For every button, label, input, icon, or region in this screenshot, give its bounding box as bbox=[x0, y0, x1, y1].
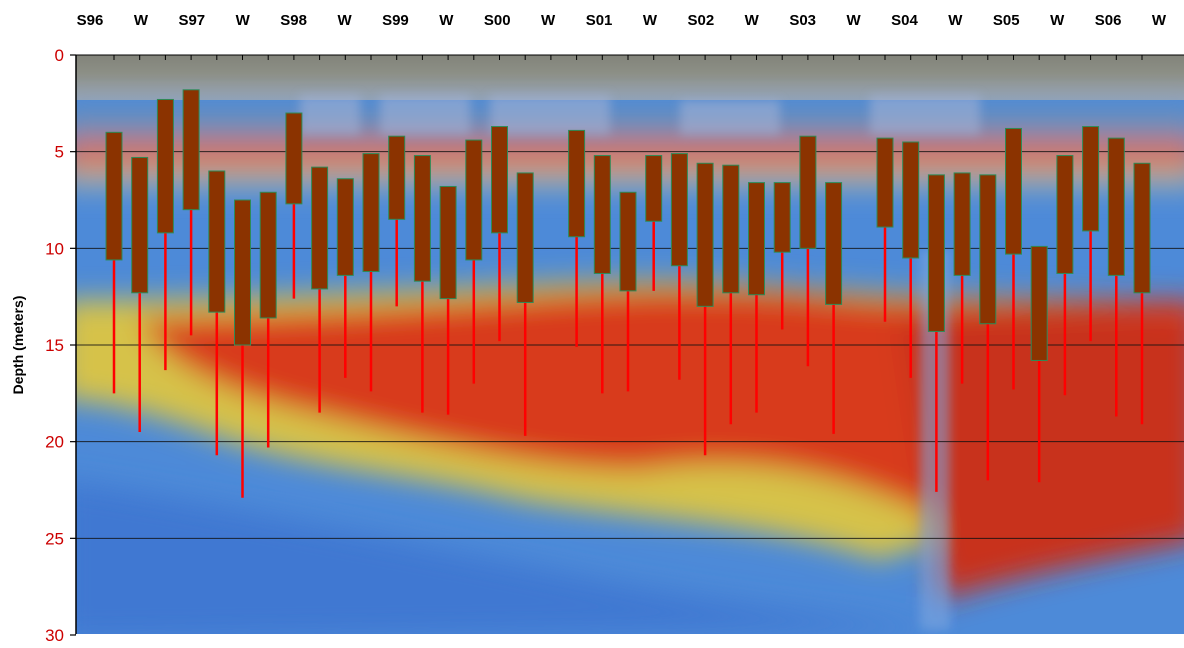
top-category-label: W bbox=[541, 12, 556, 29]
top-ticks bbox=[113, 55, 1143, 60]
y-tick-label: 20 bbox=[45, 433, 64, 452]
range-box bbox=[799, 135, 817, 249]
top-category-label: S99 bbox=[382, 12, 409, 29]
top-category-label: S98 bbox=[280, 12, 307, 29]
range-box bbox=[131, 156, 149, 294]
top-category-label: W bbox=[337, 12, 352, 29]
y-axis-title: Depth (meters) bbox=[10, 296, 26, 395]
range-box bbox=[516, 172, 534, 303]
range-box bbox=[902, 141, 920, 259]
range-box bbox=[1056, 155, 1074, 274]
range-box bbox=[1133, 162, 1151, 294]
range-box bbox=[670, 153, 688, 267]
top-category-label: S01 bbox=[586, 12, 613, 29]
range-box bbox=[388, 135, 406, 220]
y-tick-label: 25 bbox=[45, 529, 64, 548]
range-box bbox=[336, 178, 354, 276]
range-box bbox=[259, 191, 277, 319]
y-tick-label: 10 bbox=[45, 239, 64, 258]
top-category-label: S05 bbox=[993, 12, 1020, 29]
range-box bbox=[208, 170, 226, 313]
range-box bbox=[362, 153, 380, 273]
range-box bbox=[773, 182, 791, 253]
range-box bbox=[285, 112, 303, 205]
range-box bbox=[234, 199, 251, 346]
range-box bbox=[1005, 127, 1022, 255]
y-tick-label: 0 bbox=[55, 46, 64, 65]
top-category-label: S02 bbox=[688, 12, 715, 29]
range-box bbox=[619, 191, 637, 292]
top-category-label: W bbox=[745, 12, 760, 29]
range-box bbox=[413, 155, 431, 282]
y-ticks: 0 5 10 15 20 25 30 bbox=[45, 46, 76, 645]
range-box bbox=[439, 185, 457, 300]
range-box bbox=[1082, 126, 1100, 232]
range-box bbox=[568, 129, 586, 238]
range-box bbox=[748, 182, 765, 296]
range-box bbox=[876, 137, 894, 228]
range-box bbox=[465, 139, 483, 261]
top-category-label: W bbox=[643, 12, 658, 29]
top-category-label: W bbox=[236, 12, 251, 29]
top-category-label: S04 bbox=[891, 12, 918, 29]
range-box bbox=[979, 174, 997, 325]
top-category-label: W bbox=[134, 12, 149, 29]
range-box bbox=[593, 155, 611, 274]
range-box bbox=[696, 162, 714, 307]
range-box bbox=[825, 182, 843, 305]
top-category-label: S96 bbox=[77, 12, 104, 29]
range-box bbox=[156, 98, 174, 234]
range-box bbox=[1030, 245, 1048, 361]
top-category-label: S00 bbox=[484, 12, 511, 29]
top-category-label: W bbox=[846, 12, 861, 29]
range-box bbox=[491, 126, 508, 234]
range-box bbox=[182, 89, 200, 211]
y-tick-label: 15 bbox=[45, 336, 64, 355]
range-box bbox=[1107, 137, 1125, 276]
y-tick-label: 5 bbox=[55, 143, 64, 162]
top-category-label: W bbox=[948, 12, 963, 29]
top-category-label: S03 bbox=[789, 12, 816, 29]
top-category-label: W bbox=[1050, 12, 1065, 29]
top-category-labels: S96 W S97 W S98 W S99 W S00 W S01 W S02 W S03 W S04 W S05 W… bbox=[77, 12, 1167, 29]
top-category-label: W bbox=[1152, 12, 1167, 29]
range-box bbox=[722, 164, 740, 294]
range-box bbox=[105, 131, 123, 261]
top-category-label: W bbox=[439, 12, 454, 29]
range-box bbox=[927, 174, 945, 332]
depth-range-marks bbox=[105, 89, 1151, 498]
range-box bbox=[953, 172, 971, 276]
top-category-label: S97 bbox=[178, 12, 205, 29]
range-box bbox=[311, 166, 329, 290]
range-box bbox=[645, 155, 663, 222]
top-category-label: S06 bbox=[1095, 12, 1122, 29]
y-tick-label: 30 bbox=[45, 626, 64, 645]
